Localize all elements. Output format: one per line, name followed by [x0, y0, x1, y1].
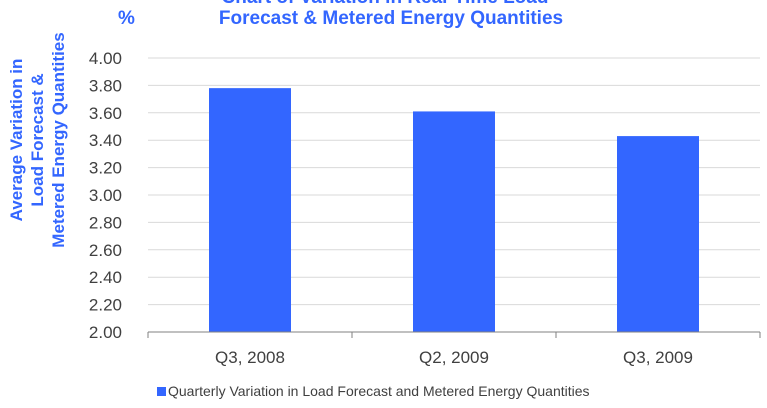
x-tick-label-2: Q3, 2009 — [623, 348, 693, 367]
legend: Quarterly Variation in Load Forecast and… — [157, 383, 590, 399]
y-axis-title-line-3: Metered Energy Quantities — [49, 32, 68, 247]
bar-1 — [413, 111, 495, 333]
axes — [147, 331, 761, 338]
y-tick-label-8: 3.60 — [89, 104, 122, 123]
y-tick-label-1: 2.20 — [89, 296, 122, 315]
x-tick-labels: Q3, 2008 Q2, 2009 Q3, 2009 — [215, 348, 693, 367]
y-tick-labels: 2.00 2.20 2.40 2.60 2.80 3.00 3.20 3.40 3.60 3.80… — [89, 49, 122, 342]
y-tick-label-3: 2.60 — [89, 241, 122, 260]
bar-0 — [209, 88, 291, 332]
y-tick-label-9: 3.80 — [89, 76, 122, 95]
y-tick-label-4: 2.80 — [89, 213, 122, 232]
x-tick-label-0: Q3, 2008 — [215, 348, 285, 367]
legend-swatch — [157, 387, 166, 396]
y-tick-label-0: 2.00 — [89, 323, 122, 342]
y-axis-title-line-2: Load Forecast & — [28, 73, 47, 206]
chart-title-line-2: Forecast & Metered Energy Quantities — [219, 8, 563, 29]
y-tick-label-7: 3.40 — [89, 131, 122, 150]
y-tick-label-2: 2.40 — [89, 268, 122, 287]
y-unit-label: % — [118, 8, 135, 29]
x-tick-label-1: Q2, 2009 — [419, 348, 489, 367]
y-axis-title: Average Variation in Load Forecast & Met… — [7, 32, 68, 247]
chart-title-line-1: Chart of Variation in Real-Time Load — [222, 0, 549, 8]
y-tick-label-6: 3.20 — [89, 159, 122, 178]
bars — [209, 88, 699, 333]
y-axis-title-line-1: Average Variation in — [7, 59, 26, 222]
legend-label: Quarterly Variation in Load Forecast and… — [168, 383, 590, 399]
bar-2 — [617, 136, 699, 332]
y-tick-label-5: 3.00 — [89, 186, 122, 205]
y-tick-label-10: 4.00 — [89, 49, 122, 68]
